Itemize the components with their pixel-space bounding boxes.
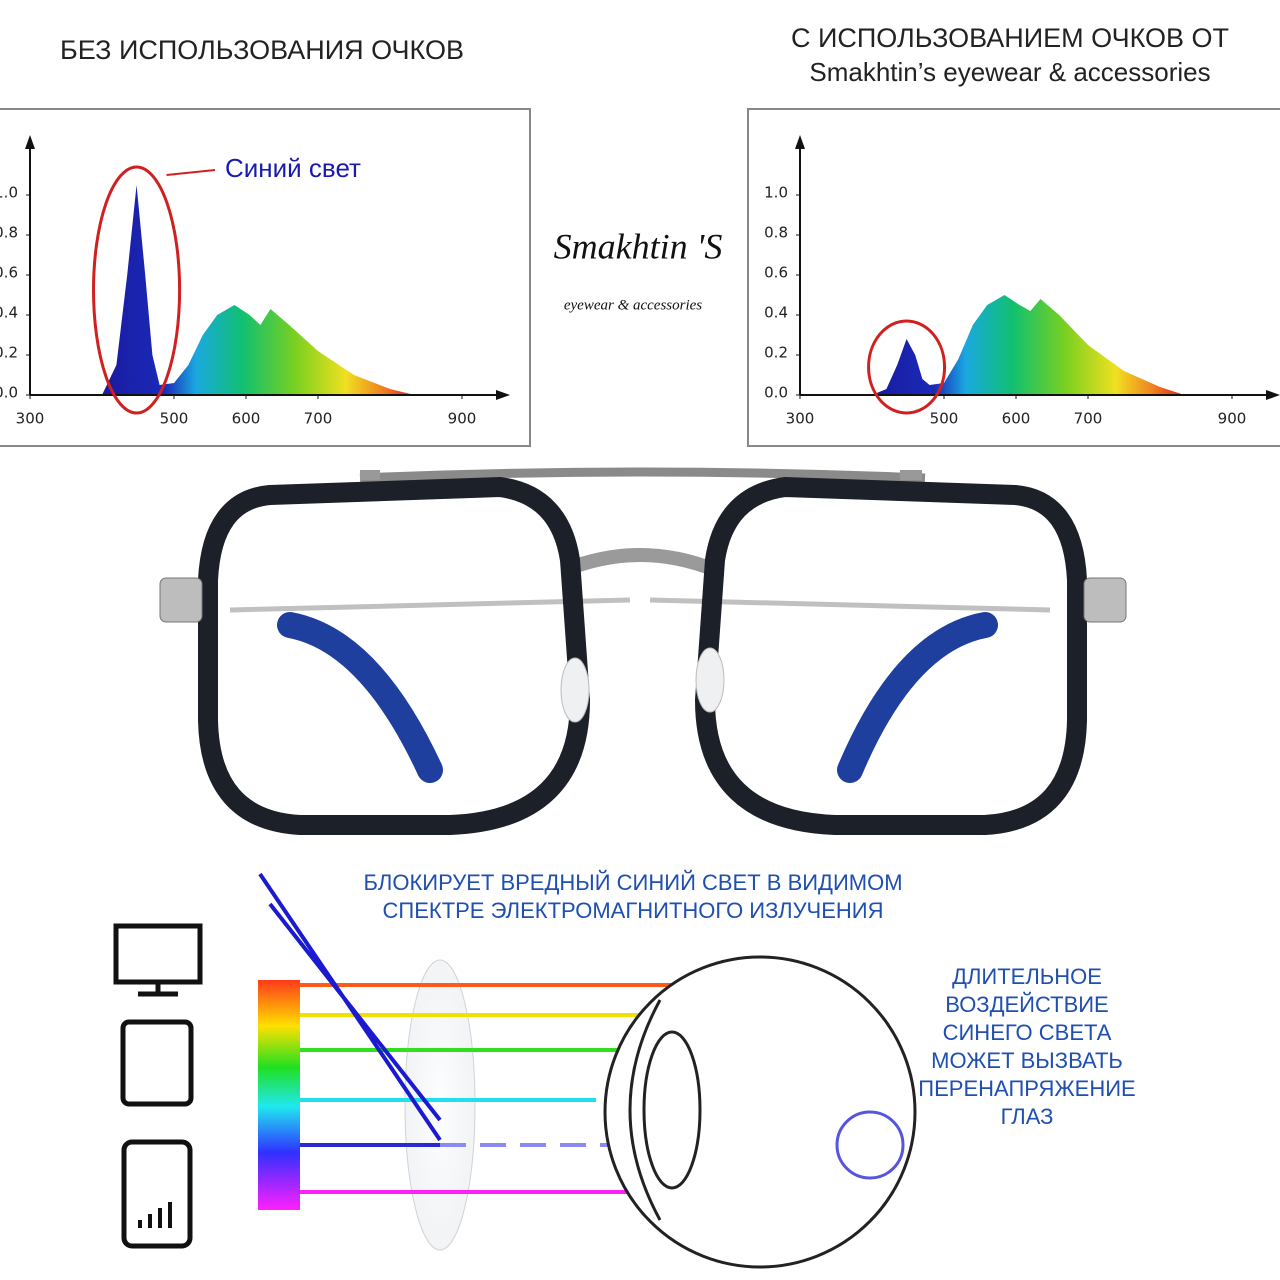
highlight-circle — [867, 319, 947, 415]
highlight-circle — [92, 165, 182, 415]
note: СИНЕГО СВЕТА — [943, 1020, 1112, 1045]
x-tick-label: 900 — [1218, 410, 1247, 428]
y-tick-label: 0.0 — [0, 384, 18, 402]
chart-subtitle: Smakhtin’s eyewear & accessories — [809, 57, 1210, 87]
note: ВОЗДЕЙСТВИЕ — [945, 992, 1109, 1017]
y-tick-label: 0.4 — [764, 304, 788, 322]
temples-metal — [229, 597, 1051, 613]
x-tick-label: 600 — [232, 410, 261, 428]
x-tick-label: 300 — [16, 410, 45, 428]
y-tick-label: 1.0 — [764, 184, 788, 202]
y-tick-label: 0.4 — [0, 304, 18, 322]
nose-pad — [695, 647, 725, 713]
caption: СПЕКТРЕ ЭЛЕКТРОМАГНИТНОГО ИЗЛУЧЕНИЯ — [383, 898, 884, 923]
top-bar — [359, 467, 926, 483]
annotation-leader — [166, 169, 216, 176]
monitor-stand — [138, 982, 178, 997]
brand-name: Smakhtin 'S — [554, 226, 723, 266]
spectrum-area — [872, 295, 1185, 395]
caption: БЛОКИРУЕТ ВРЕДНЫЙ СИНИЙ СВЕТ В ВИДИМОМ — [363, 870, 902, 895]
x-tick-label: 300 — [786, 410, 815, 428]
nose-pad — [560, 657, 590, 723]
note: ПЕРЕНАПРЯЖЕНИЕ — [918, 1076, 1135, 1101]
x-tick-label: 900 — [448, 410, 477, 428]
x-tick-label: 700 — [1074, 410, 1103, 428]
tablet-icon — [120, 1019, 194, 1107]
light-source — [258, 980, 300, 1210]
x-tick-label: 500 — [160, 410, 189, 428]
hinge — [159, 577, 203, 623]
right-rim — [694, 476, 1087, 835]
y-tick-label: 0.2 — [0, 344, 18, 362]
brand-tagline: eyewear & accessories — [564, 297, 702, 313]
axis — [29, 145, 502, 396]
chart-title: БЕЗ ИСПОЛЬЗОВАНИЯ ОЧКОВ — [60, 35, 464, 65]
note: МОЖЕТ ВЫЗВАТЬ — [931, 1048, 1123, 1073]
left-rim — [198, 476, 591, 835]
y-tick-label: 0.0 — [764, 384, 788, 402]
retina-highlight — [835, 1110, 905, 1180]
x-tick-label: 600 — [1002, 410, 1031, 428]
eyeball — [603, 955, 917, 1269]
y-tick-label: 0.2 — [764, 344, 788, 362]
note: ДЛИТЕЛЬНОЕ — [952, 964, 1102, 989]
y-tick-label: 0.6 — [0, 264, 18, 282]
spectrum-area — [102, 185, 415, 395]
bridge — [562, 548, 718, 577]
x-tick-label: 700 — [304, 410, 333, 428]
y-tick-label: 0.8 — [764, 224, 788, 242]
chart-title: С ИСПОЛЬЗОВАНИЕМ ОЧКОВ ОТ — [791, 23, 1229, 53]
y-tick-label: 1.0 — [0, 184, 18, 202]
charts: 0.0 0.2 0.4 0.6 0.8 1.0 300 500 600 700 900 Синий с… — [0, 135, 1280, 428]
eye-lens — [642, 1030, 702, 1190]
y-tick-label: 0.6 — [764, 264, 788, 282]
x-tick-label: 500 — [930, 410, 959, 428]
lens — [404, 959, 476, 1251]
axis — [799, 145, 1272, 396]
temple-tip — [277, 612, 443, 783]
monitor-icon — [113, 923, 203, 985]
temple-tip — [837, 612, 998, 783]
phone-icon — [121, 1139, 193, 1249]
signal-bars — [138, 1202, 172, 1228]
y-tick-label: 0.8 — [0, 224, 18, 242]
note: ГЛАЗ — [1001, 1104, 1054, 1129]
blue-light-diagram: БЛОКИРУЕТ ВРЕДНЫЙ СИНИЙ СВЕТ В ВИДИМОМ С… — [113, 870, 1136, 1269]
hinge — [1083, 577, 1127, 623]
glasses — [159, 467, 1127, 835]
annotation: Синий свет — [225, 153, 361, 183]
